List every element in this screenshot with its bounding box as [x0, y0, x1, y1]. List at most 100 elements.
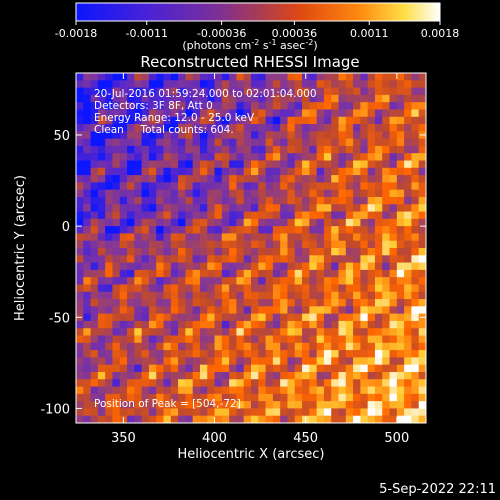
heatmap-cell: [338, 80, 347, 89]
heatmap-cell: [163, 233, 172, 242]
heatmap-cell: [119, 138, 128, 147]
heatmap-cell: [353, 335, 361, 344]
heatmap-cell: [294, 277, 303, 285]
heatmap-cell: [418, 291, 427, 300]
heatmap-cell: [258, 189, 267, 198]
heatmap-cell: [287, 124, 296, 132]
heatmap-cell: [112, 175, 121, 183]
heatmap-cell: [119, 160, 128, 169]
heatmap-cell: [178, 386, 186, 395]
heatmap-cell: [90, 145, 99, 154]
heatmap-cell: [97, 211, 106, 220]
heatmap-cell: [411, 175, 420, 183]
heatmap-cell: [309, 386, 318, 395]
heatmap-cell: [185, 226, 194, 234]
heatmap-cell: [127, 145, 135, 154]
heatmap-cell: [127, 320, 135, 329]
heatmap-cell: [382, 167, 391, 176]
heatmap-cell: [119, 218, 128, 227]
heatmap-cell: [229, 94, 237, 103]
heatmap-cell: [112, 145, 121, 154]
heatmap-cell: [221, 218, 230, 227]
heatmap-cell: [112, 80, 121, 89]
heatmap-cell: [97, 255, 106, 264]
heatmap-cell: [287, 153, 296, 161]
heatmap-cell: [199, 218, 208, 227]
heatmap-cell: [323, 240, 332, 249]
heatmap-cell: [345, 291, 354, 300]
heatmap-cell: [178, 124, 186, 132]
heatmap-cell: [389, 291, 398, 300]
heatmap-cell: [411, 116, 420, 125]
heatmap-cell: [105, 284, 113, 293]
heatmap-cell: [76, 73, 84, 81]
annotation-time-range: 20-Jul-2016 01:59:24.000 to 02:01:04.000: [94, 88, 317, 100]
heatmap-cell: [287, 218, 296, 227]
heatmap-cell: [134, 277, 143, 285]
heatmap-cell: [338, 306, 347, 315]
heatmap-cell: [163, 189, 172, 198]
heatmap-cell: [170, 415, 179, 424]
heatmap-cell: [97, 328, 106, 336]
heatmap-cell: [309, 284, 318, 293]
heatmap-cell: [170, 408, 179, 417]
heatmap-cell: [258, 379, 267, 388]
heatmap-cell: [389, 328, 398, 336]
heatmap-cell: [185, 233, 194, 242]
heatmap-cell: [243, 218, 252, 227]
heatmap-cell: [418, 240, 427, 249]
heatmap-cell: [272, 218, 281, 227]
heatmap-cell: [141, 255, 150, 264]
heatmap-cell: [331, 255, 339, 264]
heatmap-cell: [396, 211, 405, 220]
heatmap-cell: [185, 350, 194, 358]
colorbar-units-text: (photons cm-2 s-1 asec-2): [182, 38, 317, 53]
heatmap-cell: [411, 73, 420, 81]
heatmap-cell: [170, 94, 179, 103]
heatmap-cell: [323, 379, 332, 388]
heatmap-cell: [76, 401, 84, 409]
heatmap-cell: [316, 379, 325, 388]
heatmap-cell: [287, 116, 296, 125]
heatmap-cell: [353, 102, 361, 110]
heatmap-cell: [302, 167, 310, 176]
heatmap-cell: [90, 131, 99, 140]
heatmap-cell: [389, 131, 398, 140]
heatmap-cell: [76, 262, 84, 271]
heatmap-cell: [236, 204, 245, 213]
heatmap-cell: [207, 371, 216, 380]
heatmap-cell: [338, 342, 347, 351]
heatmap-cell: [83, 204, 92, 213]
heatmap-cell: [411, 102, 420, 110]
heatmap-cell: [404, 167, 412, 176]
heatmap-cell: [353, 109, 361, 118]
heatmap-cell: [316, 138, 325, 147]
heatmap-cell: [207, 269, 216, 278]
heatmap-cell: [243, 94, 252, 103]
heatmap-cell: [360, 196, 369, 205]
heatmap-cell: [163, 408, 172, 417]
heatmap-image: [76, 73, 427, 424]
heatmap-cell: [97, 284, 106, 293]
heatmap-cell: [294, 248, 303, 256]
heatmap-cell: [243, 313, 252, 322]
heatmap-cell: [163, 248, 172, 256]
heatmap-cell: [418, 196, 427, 205]
heatmap-cell: [141, 248, 150, 256]
heatmap-cell: [338, 386, 347, 395]
heatmap-cell: [170, 211, 179, 220]
heatmap-cell: [83, 357, 92, 366]
heatmap-cell: [411, 364, 420, 373]
colorbar-tick-label: -0.0011: [126, 27, 168, 40]
heatmap-cell: [316, 189, 325, 198]
heatmap-cell: [316, 204, 325, 213]
heatmap-cell: [302, 255, 310, 264]
heatmap-cell: [316, 160, 325, 169]
heatmap-cell: [338, 401, 347, 409]
heatmap-cell: [141, 350, 150, 358]
heatmap-cell: [243, 131, 252, 140]
heatmap-cell: [119, 357, 128, 366]
heatmap-cell: [170, 138, 179, 147]
heatmap-cell: [229, 233, 237, 242]
